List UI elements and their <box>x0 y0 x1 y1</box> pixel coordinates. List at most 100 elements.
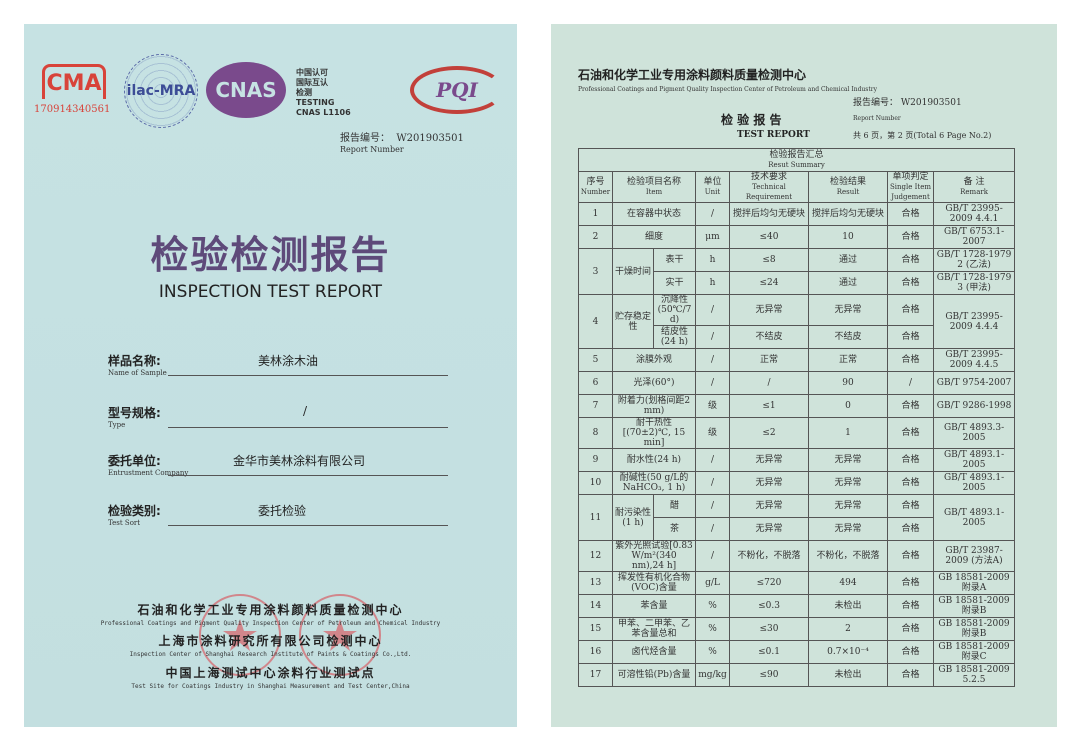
report-number-en: Report Number <box>340 145 404 154</box>
sample-name-field: 样品名称: Name of Sample 美林涂木油 <box>108 352 448 377</box>
column-header-cn: 检验结果 <box>829 177 866 187</box>
table-row: 9 耐水性(24 h) / 无异常 无异常 合格 GB/T 4893.1-2005 <box>578 448 1016 472</box>
requirement-cell: 不结皮 <box>729 325 809 349</box>
result-cell: 无异常 <box>808 448 888 472</box>
column-header: 检验结果 Result <box>808 171 888 203</box>
unit-cell: mg/kg <box>695 663 730 687</box>
unit-cell: / <box>695 540 730 572</box>
field-value: 金华市美林涂料有限公司 <box>233 454 366 468</box>
unit-cell: / <box>695 348 730 372</box>
page-title-en: TEST REPORT <box>737 130 810 140</box>
unit-cell: / <box>695 325 730 349</box>
table-row: 16 卤代烃含量% ≤0.1 0.7×10⁻⁴ 合格 GB 18581-2009 附录C <box>578 640 1016 664</box>
result-cell: 90 <box>808 371 888 395</box>
org-name-en: Test Site for Coatings Industry in Shang… <box>131 683 410 690</box>
column-header-cn: 序号 <box>586 177 605 187</box>
item-name: 紫外光照试验[0.83 W/m²(340 nm),24 h] <box>612 540 696 572</box>
org-name-cn: 中国上海测试中心涂料行业测试点 <box>165 666 376 680</box>
remark-cell: GB/T 23995-2009 4.4.5 <box>932 348 1016 372</box>
column-header-cn: 技术要求 <box>750 172 787 182</box>
row-number: 7 <box>578 394 613 418</box>
result-cell: 未检出 <box>808 594 888 618</box>
field-value: 美林涂木油 <box>258 354 319 368</box>
table-row: 6 光泽(60°) //90/GB/T 9754-2007 <box>578 371 1016 395</box>
item-name: 挥发性有机化合物(VOC)含量 <box>612 571 696 595</box>
sub-item-name: 醋 <box>653 494 696 518</box>
requirement-cell: ≤1 <box>729 394 809 418</box>
unit-cell: g/L <box>695 571 730 595</box>
row-number: 12 <box>578 540 613 572</box>
column-header-en: Unit <box>704 188 721 196</box>
row-number: 14 <box>578 594 613 618</box>
judgement-cell: 合格 <box>887 417 934 449</box>
table-row: 8 耐干热性[(70±2)℃, 15 min] 级 ≤2 1 合格 GB/T 4893.3-… <box>578 417 1016 449</box>
unit-cell: % <box>695 617 730 641</box>
judgement-cell: 合格 <box>887 571 934 595</box>
table-row: 5 涂膜外观 / 正常 正常 合格 GB/T 23995-2009 4.4.5 <box>578 348 1016 372</box>
cma-number: 170914340561 <box>34 104 111 115</box>
row-number: 15 <box>578 617 613 641</box>
item-name: 涂膜外观 <box>612 348 696 372</box>
remark-cell: GB/T 4893.1-2005 <box>932 494 1016 541</box>
row-number: 5 <box>578 348 613 372</box>
remark-cell: GB 18581-2009 5.2.5 <box>932 663 1016 687</box>
unit-cell: / <box>695 294 730 326</box>
result-cell: 0 <box>808 394 888 418</box>
judgement-cell: 合格 <box>887 225 934 249</box>
result-cell: 2 <box>808 617 888 641</box>
judgement-cell: 合格 <box>887 294 934 326</box>
judgement-cell: 合格 <box>887 640 934 664</box>
item-name: 卤代烃含量 <box>612 640 696 664</box>
org-name-cn: 石油和化学工业专用涂料颜料质量检测中心 <box>578 68 807 82</box>
requirement-cell: ≤90 <box>729 663 809 687</box>
column-header: 单项判定 Single Item Judgement <box>887 171 934 203</box>
cnas-caption-line: 中国认可 <box>296 68 328 77</box>
remark-cell: GB/T 9286-1998 <box>932 394 1016 418</box>
table-row: 12 紫外光照试验[0.83 W/m²(340 nm),24 h] / 不粉化，不脱落… <box>578 540 1016 572</box>
item-name: 耐碱性(50 g/L的NaHCO₃, 1 h) <box>612 471 696 495</box>
table-row: 3 干燥时间 表干 h ≤8 通过 合格 GB/T 1728-1979 2 (乙法) <box>578 248 1016 295</box>
field-label-en: Test Sort <box>108 519 141 527</box>
official-seal <box>199 594 281 676</box>
result-cell: 494 <box>808 571 888 595</box>
summary-title-en: Resut Summary <box>768 161 825 169</box>
field-label: 样品名称: <box>108 354 161 368</box>
requirement-cell: ≤40 <box>729 225 809 249</box>
requirement-cell: ≤0.3 <box>729 594 809 618</box>
entrustment-company-field: 委托单位: Entrustment Company 金华市美林涂料有限公司 <box>108 452 448 477</box>
result-cell: 未检出 <box>808 663 888 687</box>
requirement-cell: 无异常 <box>729 471 809 495</box>
judgement-cell: / <box>887 371 934 395</box>
requirement-cell: 无异常 <box>729 294 809 326</box>
remark-cell: GB/T 4893.3-2005 <box>932 417 1016 449</box>
item-name: 耐干热性[(70±2)℃, 15 min] <box>612 417 696 449</box>
requirement-cell: ≤24 <box>729 271 809 295</box>
table-row: 14 苯含量% ≤0.3 未检出 合格 GB 18581-2009 附录B <box>578 594 1016 618</box>
unit-cell: % <box>695 594 730 618</box>
unit-cell: / <box>695 448 730 472</box>
cnas-logo: CNAS <box>206 62 286 118</box>
judgement-cell: 合格 <box>887 663 934 687</box>
row-number: 16 <box>578 640 613 664</box>
table-row: 15 甲苯、二甲苯、乙苯含量总和% ≤30 2 合格 GB 18581-2009 附录B <box>578 617 1016 641</box>
column-header-en: Technical Requirement <box>745 183 793 201</box>
judgement-cell: 合格 <box>887 517 934 541</box>
remark-cell: GB/T 23995-2009 4.4.4 <box>932 294 1016 349</box>
row-number: 4 <box>578 294 613 349</box>
column-header-en: Number <box>580 188 611 196</box>
requirement-cell: / <box>729 371 809 395</box>
cover-title-cn: 检验检测报告 <box>150 233 391 277</box>
field-value: 委托检验 <box>258 504 307 518</box>
remark-cell: GB/T 6753.1-2007 <box>932 225 1016 249</box>
remark-cell: GB 18581-2009 附录B <box>932 594 1016 618</box>
remark-cell: GB/T 4893.1-2005 <box>932 471 1016 495</box>
judgement-cell: 合格 <box>887 202 934 226</box>
result-cell: 搅拌后均匀无硬块 <box>808 202 888 226</box>
remark-cell: GB 18581-2009 附录C <box>932 640 1016 664</box>
report-number: 报告编号： W201903501 <box>853 97 962 109</box>
row-number: 13 <box>578 571 613 595</box>
row-number: 2 <box>578 225 613 249</box>
judgement-cell: 合格 <box>887 248 934 272</box>
page-info: 共 6 页，第 2 页(Total 6 Page No.2) <box>853 131 992 140</box>
org-name-cn: 上海市涂料研究所有限公司检测中心 <box>158 634 383 648</box>
